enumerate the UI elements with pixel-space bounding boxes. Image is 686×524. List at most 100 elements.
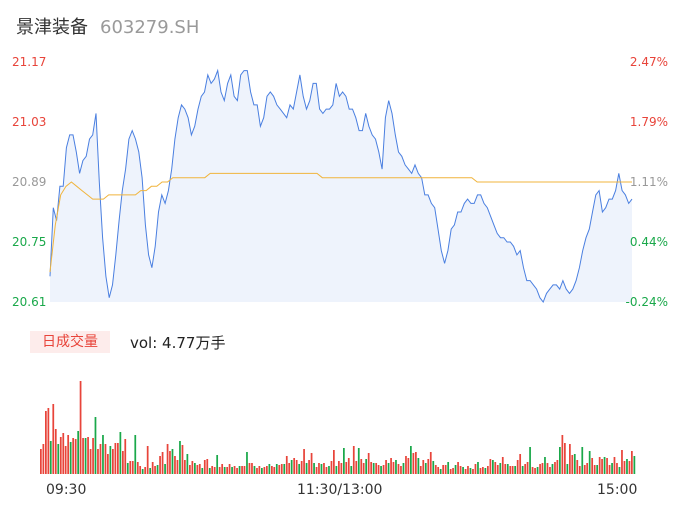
volume-bar <box>631 451 633 474</box>
volume-bar <box>159 456 161 474</box>
volume-bar <box>69 442 72 474</box>
volume-bar <box>42 444 45 474</box>
volume-bar <box>469 468 472 474</box>
volume-bar <box>94 417 97 474</box>
volume-bar <box>134 435 137 474</box>
volume-bar <box>573 454 576 474</box>
volume-bar <box>330 461 333 474</box>
volume-bar <box>238 466 241 474</box>
volume-bar <box>566 464 569 474</box>
volume-bar <box>432 461 435 474</box>
volume-bar <box>129 461 132 474</box>
volume-bar <box>611 463 613 474</box>
volume-bar <box>303 449 305 474</box>
volume-bar <box>412 453 415 474</box>
volume-bar <box>52 404 55 474</box>
volume-bar <box>89 449 92 474</box>
volume-bar <box>171 449 174 474</box>
volume-bar <box>571 455 574 474</box>
volume-bar <box>422 460 425 474</box>
volume-bar <box>310 453 313 474</box>
volume-bar <box>59 437 62 474</box>
volume-bar <box>586 463 589 474</box>
volume-bar <box>511 466 514 474</box>
volume-bar <box>377 465 380 474</box>
volume-bar <box>194 463 196 474</box>
volume-bar <box>449 469 452 474</box>
volume-bar <box>77 431 80 474</box>
volume-bar <box>439 469 442 474</box>
volume-bar <box>203 460 206 474</box>
volume-bar <box>84 438 87 474</box>
volume-bar <box>149 468 152 474</box>
volume-bar <box>474 464 477 474</box>
volume-bar <box>390 458 392 474</box>
volume-bar <box>174 456 176 474</box>
volume-bar <box>357 448 360 474</box>
volume-bar <box>300 461 303 474</box>
volume-bar <box>591 458 594 474</box>
volume-bar <box>549 467 551 474</box>
volume-bar <box>392 462 395 474</box>
volume-bar <box>561 435 564 474</box>
volume-bar <box>119 432 122 474</box>
volume-bar <box>506 464 509 474</box>
volume-bar <box>621 450 623 474</box>
volume-bar <box>263 467 266 474</box>
volume-bar <box>400 466 402 474</box>
volume-bar <box>415 452 417 474</box>
volume-bar <box>40 449 42 474</box>
volume-bar <box>613 457 616 474</box>
volume-bar <box>47 408 50 474</box>
volume-bar <box>544 457 546 474</box>
volume-bar <box>122 451 124 474</box>
volume-bar <box>340 463 343 474</box>
volume-bar <box>268 464 271 474</box>
volume-bar <box>343 448 345 474</box>
volume-bar <box>87 437 89 474</box>
volume-bar <box>256 468 258 474</box>
volume-bar <box>484 468 487 474</box>
volume-bar <box>569 444 571 474</box>
volume-bar <box>362 463 365 474</box>
volume-bar <box>472 469 474 474</box>
volume-tab[interactable]: 日成交量 <box>30 331 110 353</box>
volume-bar <box>288 463 291 474</box>
stock-code: 603279.SH <box>100 17 200 38</box>
volume-bar <box>519 454 522 474</box>
volume-bar <box>231 467 233 474</box>
price-area <box>50 70 632 302</box>
volume-bar <box>633 456 636 474</box>
volume-bar <box>603 457 606 474</box>
volume-readout: vol: 4.77万手 <box>130 334 226 352</box>
volume-bar <box>598 457 601 474</box>
volume-bar <box>99 444 102 474</box>
volume-bar <box>241 466 243 474</box>
volume-bar <box>467 466 469 474</box>
volume-bar <box>375 463 378 474</box>
volume-bar <box>487 466 489 474</box>
volume-bar <box>151 462 154 474</box>
volume-bar <box>246 452 248 474</box>
volume-bar <box>283 464 286 474</box>
price-tick-label: 20.89 <box>12 175 47 189</box>
volume-bar <box>407 458 410 474</box>
volume-bar <box>559 447 561 474</box>
price-tick-label: 21.03 <box>12 115 47 129</box>
volume-bar <box>335 466 338 474</box>
volume-bar <box>198 464 201 474</box>
volume-bar <box>266 466 268 474</box>
volume-bar <box>313 463 315 474</box>
volume-bar <box>534 468 536 474</box>
volume-bar <box>124 439 127 474</box>
volume-bar <box>509 466 512 474</box>
volume-bar <box>92 438 94 474</box>
volume-bar <box>136 462 139 474</box>
volume-bar <box>387 463 390 474</box>
volume-bar <box>405 456 407 474</box>
volume-bar <box>328 466 330 474</box>
volume-bar <box>365 459 368 474</box>
volume-bar <box>501 457 504 474</box>
volume-bar <box>228 464 231 474</box>
volume-bar <box>496 465 499 474</box>
